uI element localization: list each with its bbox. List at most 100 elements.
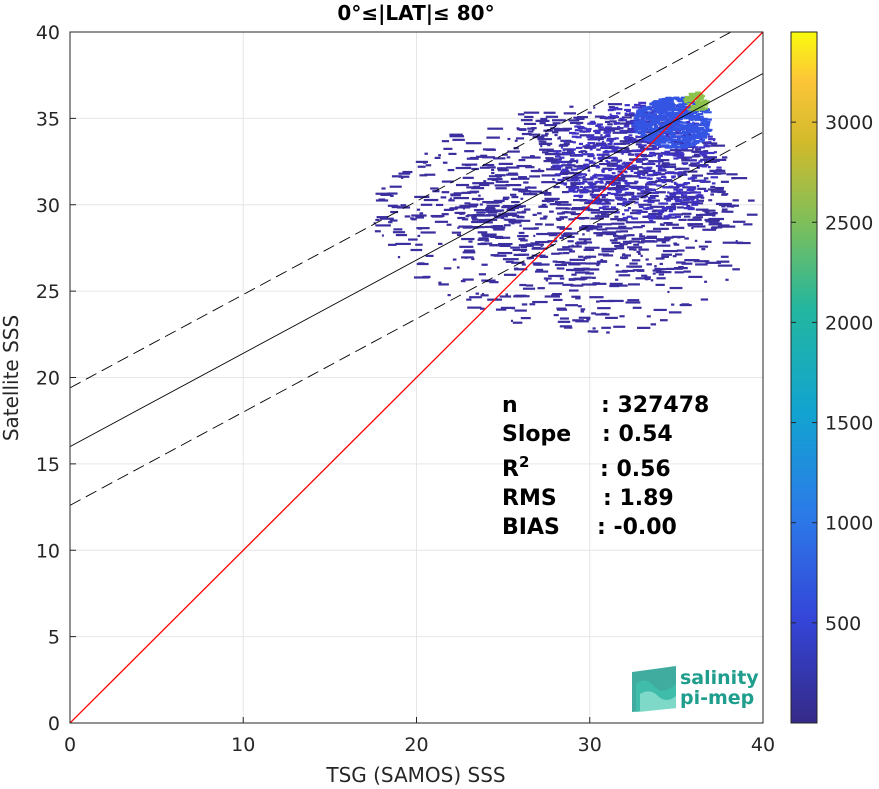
density-cell	[611, 222, 625, 225]
density-cell	[475, 155, 483, 158]
density-cell	[651, 104, 657, 107]
density-cell	[473, 209, 490, 212]
density-cell	[686, 204, 691, 208]
density-cell	[645, 183, 657, 186]
density-cell	[607, 123, 613, 126]
density-cell	[631, 106, 637, 109]
density-cell	[615, 193, 619, 196]
density-cell	[585, 158, 589, 161]
density-cell	[567, 240, 574, 243]
density-cell	[545, 279, 549, 282]
density-cell	[619, 256, 623, 259]
density-cell	[472, 182, 488, 185]
density-cell	[658, 144, 665, 147]
y-tick-label: 5	[48, 627, 60, 649]
density-cell	[530, 155, 535, 158]
density-cell	[689, 94, 693, 98]
density-cell	[656, 184, 662, 187]
density-cell	[591, 312, 596, 315]
density-cell	[625, 161, 633, 165]
density-cell	[655, 143, 661, 147]
density-cell	[608, 168, 612, 172]
density-cell	[682, 198, 690, 202]
density-cell	[667, 118, 674, 122]
density-cell	[700, 119, 706, 122]
density-cell	[550, 244, 554, 247]
density-cell	[543, 111, 556, 114]
density-cell	[658, 134, 664, 137]
density-cell	[499, 167, 508, 170]
density-cell	[521, 303, 528, 306]
density-cell	[720, 255, 729, 258]
density-cell	[644, 141, 651, 144]
density-cell	[630, 138, 637, 141]
density-cell	[659, 124, 663, 127]
density-cell	[619, 129, 626, 133]
density-cell	[677, 236, 681, 239]
density-cell	[666, 153, 673, 156]
density-cell	[521, 156, 528, 159]
density-cell	[601, 170, 605, 173]
density-cell	[582, 178, 593, 181]
density-cell	[658, 107, 662, 110]
density-cell	[668, 207, 673, 211]
density-cell	[575, 146, 583, 149]
density-cell	[590, 154, 595, 157]
density-cell	[694, 216, 704, 219]
density-cell	[654, 265, 657, 268]
density-cell	[554, 201, 569, 204]
density-cell	[595, 282, 607, 285]
density-cell	[717, 264, 733, 267]
density-cell	[563, 183, 567, 186]
density-cell	[674, 200, 678, 203]
density-cell	[562, 211, 576, 214]
density-cell	[634, 153, 642, 156]
density-cell	[628, 198, 640, 201]
density-cell	[683, 270, 691, 273]
density-cell	[555, 217, 564, 220]
density-cell	[434, 156, 441, 159]
density-cell	[559, 277, 565, 280]
density-cell	[630, 186, 636, 189]
density-cell	[692, 136, 700, 140]
density-cell	[657, 214, 661, 217]
density-cell	[617, 173, 621, 176]
density-cell	[702, 117, 707, 121]
density-cell	[675, 182, 678, 186]
density-cell	[684, 95, 693, 99]
density-cell	[589, 296, 604, 299]
density-cell	[395, 242, 411, 246]
density-cell	[457, 226, 460, 229]
density-cell	[479, 203, 483, 206]
density-cell	[540, 145, 543, 148]
density-cell	[609, 120, 617, 123]
density-cell	[520, 246, 528, 249]
density-cell	[416, 208, 421, 211]
stat-label: BIAS	[502, 515, 560, 540]
density-cell	[611, 241, 621, 244]
density-cell	[648, 215, 653, 218]
density-cell	[678, 218, 687, 221]
density-cell	[677, 175, 681, 178]
density-cell	[662, 123, 665, 126]
density-cell	[622, 179, 628, 183]
density-cell	[676, 156, 683, 159]
density-cell	[548, 234, 558, 237]
density-cell	[560, 169, 566, 173]
density-cell	[680, 156, 693, 159]
density-cell	[602, 215, 610, 218]
density-cell	[671, 110, 675, 113]
density-cell	[647, 111, 651, 114]
density-cell	[613, 122, 617, 125]
density-cell	[466, 186, 480, 189]
density-cell	[477, 231, 488, 234]
density-cell	[695, 91, 702, 94]
density-cell	[589, 148, 593, 151]
density-cell	[587, 169, 591, 172]
density-cell	[574, 216, 590, 220]
density-cell	[695, 148, 702, 151]
density-cell	[649, 219, 654, 222]
x-tick-label: 40	[751, 734, 775, 756]
density-cell	[690, 133, 699, 136]
density-cell	[497, 251, 513, 255]
